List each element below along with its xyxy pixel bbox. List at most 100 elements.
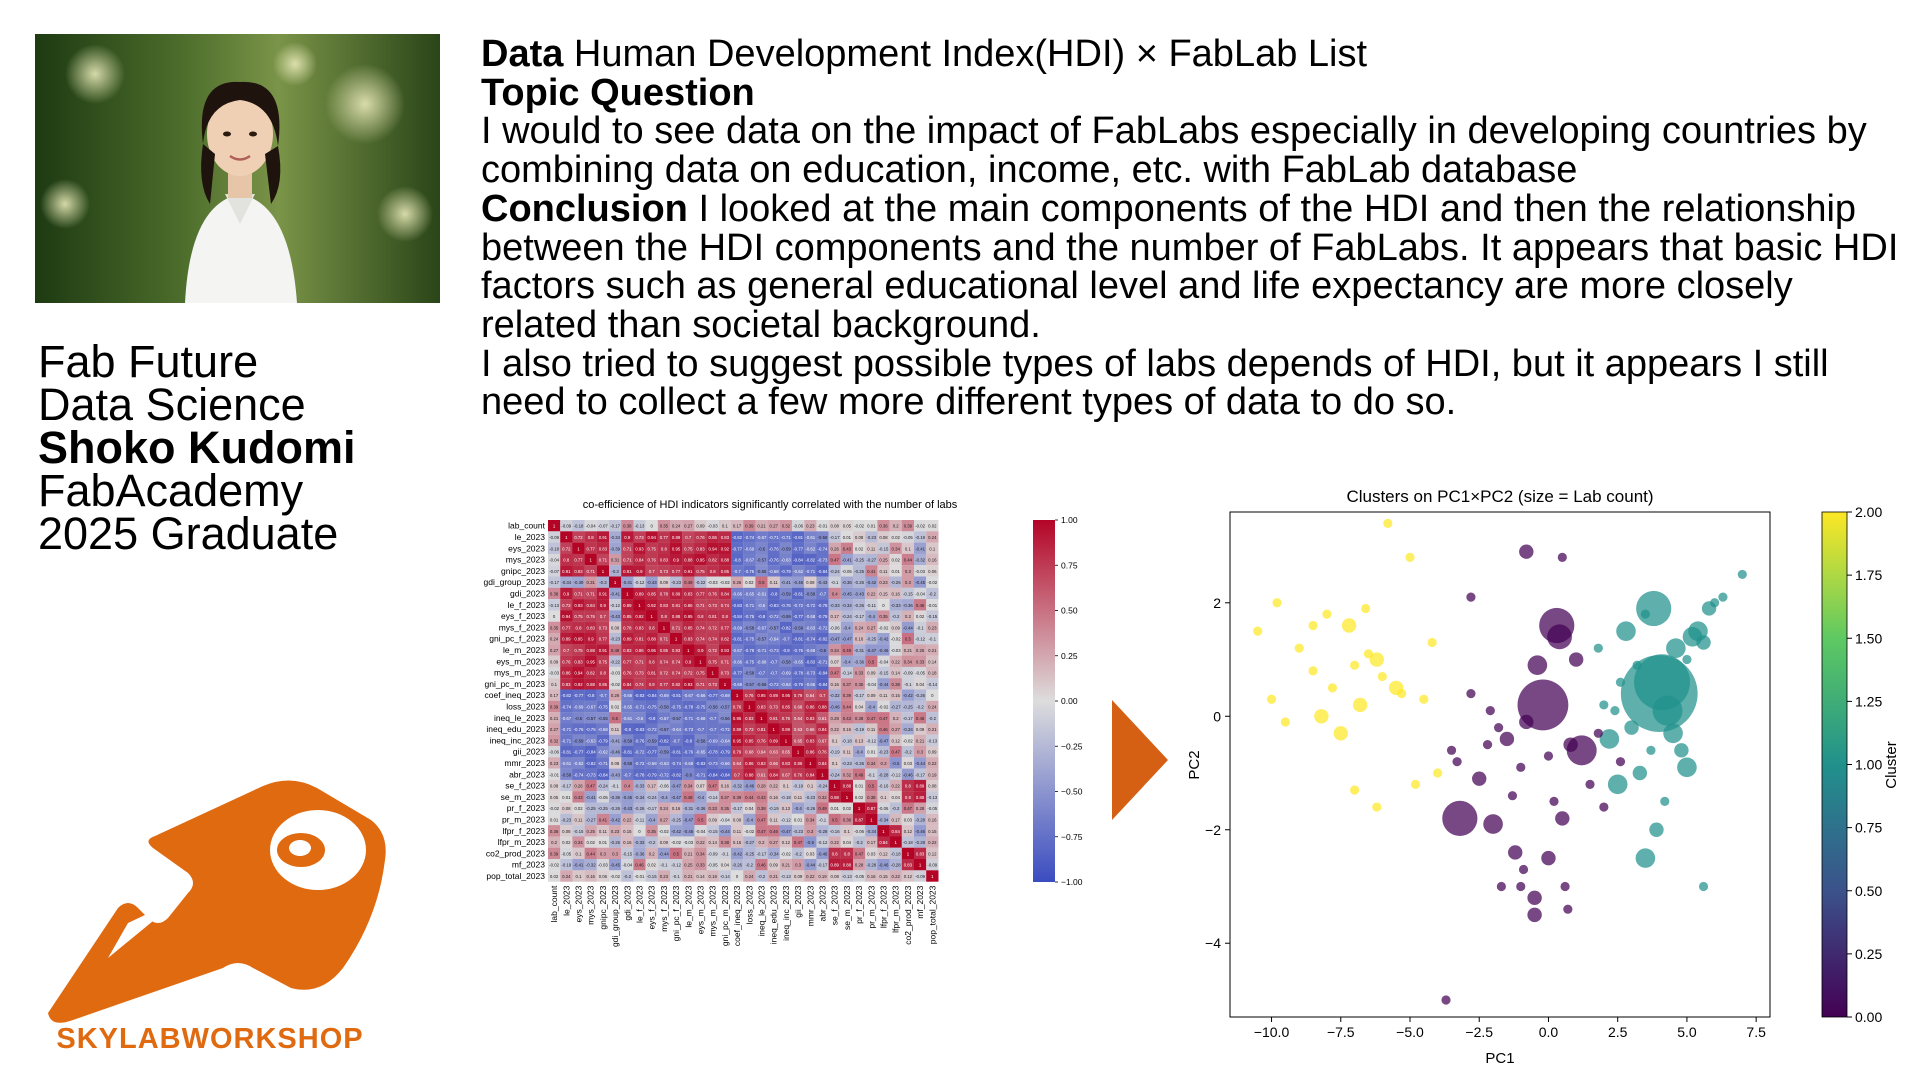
heatmap-cell-value: 0.83 <box>916 851 925 856</box>
heatmap-cell-value: 0.82 <box>587 671 596 676</box>
scatter-xtick-label: 5.0 <box>1677 1024 1697 1040</box>
heatmap-cell-value: -0.57 <box>586 716 596 721</box>
heatmap-cell-value: -0.47 <box>671 784 681 789</box>
heatmap-colorbar-tick-label: 0.25 <box>1061 651 1078 661</box>
heatmap-cell-value: 0.73 <box>660 569 669 574</box>
heatmap-cell-value: -0.16 <box>879 784 889 789</box>
scatter-point <box>1560 881 1570 892</box>
heatmap-cell <box>877 644 890 656</box>
heatmap-cell <box>743 700 756 713</box>
heatmap-cell <box>767 768 780 780</box>
heatmap-cell <box>792 655 805 667</box>
heatmap-cell <box>657 847 671 860</box>
heatmap-cell-value: -0.55 <box>598 716 608 721</box>
heatmap-cell-value: 0.24 <box>672 524 681 529</box>
heatmap-cell-value: -0.26 <box>891 580 901 585</box>
heatmap-cell-value: -0.72 <box>720 727 730 732</box>
heatmap-column-label: ineq_le_2023 <box>757 885 767 936</box>
heatmap-cell <box>914 520 927 532</box>
heatmap-cell <box>926 734 939 747</box>
heatmap-cell-value: -0.02 <box>781 851 791 856</box>
heatmap-cell-value: -0.69 <box>708 738 718 743</box>
heatmap-cell <box>609 746 622 758</box>
heatmap-cell <box>560 644 573 656</box>
heatmap-cell <box>779 723 793 735</box>
skylab-logo: SKYLABWORKSHOP <box>33 758 388 1063</box>
heatmap-cell-value: 0.95 <box>733 716 742 721</box>
heatmap-cell <box>755 779 768 792</box>
heatmap-cell <box>548 825 561 837</box>
heatmap-cell <box>743 847 756 860</box>
heatmap-cell-value: -0.61 <box>622 716 632 721</box>
heatmap-cell-value: 0.14 <box>696 874 705 879</box>
heatmap-cell-value: 0.46 <box>916 716 925 721</box>
heatmap-cell-value: -0.46 <box>793 580 803 585</box>
heatmap-cell-value: 0.5 <box>832 817 839 822</box>
heatmap-cell-value: -0.06 <box>879 806 889 811</box>
heatmap-cell-value: 0.24 <box>855 625 864 630</box>
heatmap-cell-value: -0.63 <box>586 738 596 743</box>
heatmap-cell <box>670 746 683 758</box>
heatmap-cell-value: 0.47 <box>904 806 913 811</box>
heatmap-cell-value: -0.79 <box>793 682 803 687</box>
heatmap-cell <box>682 768 695 780</box>
heatmap-cell-value: -0.45 <box>915 580 925 585</box>
heatmap-cell <box>609 531 622 543</box>
heatmap-cell-value: -0.6 <box>636 716 644 721</box>
heatmap-cell-value: -0.62 <box>793 569 803 574</box>
heatmap-cell <box>657 542 671 554</box>
heatmap-cell-value: -0.14 <box>708 795 718 800</box>
heatmap-cell <box>657 859 671 871</box>
heatmap-cell-value: 0.08 <box>879 535 888 540</box>
heatmap-cell <box>584 610 597 622</box>
heatmap-cell <box>767 599 780 611</box>
heatmap-cell-value: 0.09 <box>660 580 669 585</box>
heatmap-cell <box>779 531 793 543</box>
heatmap-cell-value: 0.01 <box>855 784 864 789</box>
heatmap-cell <box>621 825 634 837</box>
heatmap-cell <box>816 678 829 690</box>
heatmap-cell-value: -0.36 <box>635 851 645 856</box>
heatmap-cell-value: 0.16 <box>855 637 864 642</box>
heatmap-cell <box>828 666 841 679</box>
heatmap-cell <box>792 723 805 735</box>
heatmap-cell <box>548 734 561 747</box>
heatmap-cell-value: -0.03 <box>708 524 718 529</box>
heatmap-cell-value: -0.26 <box>732 863 742 868</box>
heatmap-cell-value: -0.76 <box>769 546 779 551</box>
heatmap-cell-value: -0.7 <box>782 637 790 642</box>
heatmap-cell-value: -0.58 <box>781 659 791 664</box>
heatmap-cell-value: 0.23 <box>928 625 937 630</box>
scatter-point <box>1543 751 1554 761</box>
heatmap-cell-value: -0.72 <box>805 603 815 608</box>
heatmap-cell-value: 0.28 <box>757 784 766 789</box>
heatmap-cell-value: 0.78 <box>660 591 669 596</box>
heatmap-cell <box>718 520 732 532</box>
heatmap-cell-value: -0.81 <box>732 637 742 642</box>
heatmap-cell <box>633 565 646 577</box>
heatmap-cell <box>840 836 854 848</box>
heatmap-cell-value: -0.06 <box>854 829 864 834</box>
heatmap-cell <box>706 791 719 803</box>
heatmap-cell-value: 0.36 <box>550 829 559 834</box>
scatter-point <box>1599 700 1609 710</box>
heatmap-cell <box>548 723 561 735</box>
heatmap-cell-value: 0.38 <box>721 840 730 845</box>
heatmap-cell <box>877 712 890 724</box>
heatmap-cell <box>706 870 719 882</box>
heatmap-cell <box>572 836 585 848</box>
heatmap-cell-value: -0.84 <box>647 693 657 698</box>
heatmap-cell-value: 0.38 <box>892 682 901 687</box>
heatmap-row-label: mmr_2023 <box>504 758 545 768</box>
heatmap-cell-value: 0.89 <box>672 535 681 540</box>
heatmap-cell <box>792 847 805 860</box>
heatmap-cell <box>840 621 854 634</box>
heatmap-cell <box>633 723 646 735</box>
heatmap-cell-value: -0.66 <box>622 693 632 698</box>
heatmap-cell-value: 0.8 <box>710 569 717 574</box>
heatmap-cell <box>670 768 683 780</box>
heatmap-cell <box>792 633 805 645</box>
heatmap-cell-value: 0.5 <box>612 716 619 721</box>
heatmap-cell <box>657 836 671 848</box>
heatmap-cell-value: 0.02 <box>550 874 559 879</box>
